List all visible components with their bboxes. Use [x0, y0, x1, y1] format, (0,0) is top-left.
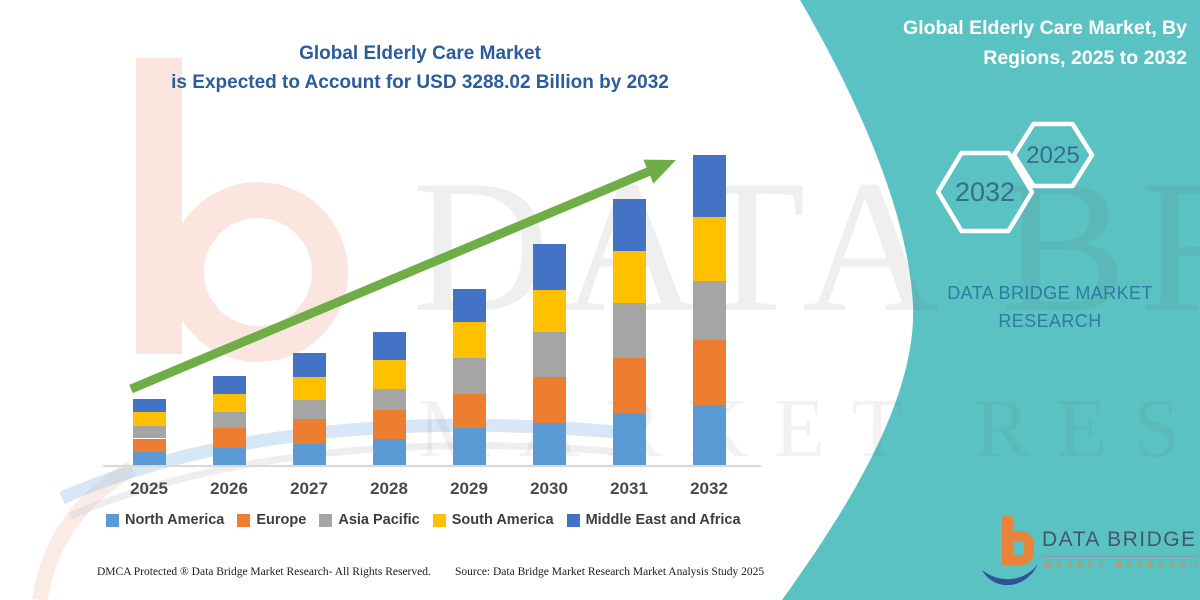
bar-segment-middle-east-and-africa [612, 198, 646, 251]
legend-label: South America [451, 512, 554, 528]
watermark-pink-arc [32, 461, 137, 600]
footer-copyright: DMCA Protected ® Data Bridge Market Rese… [97, 566, 431, 578]
bar-segment-middle-east-and-africa [452, 288, 486, 323]
watermark-b-bowl [168, 182, 348, 362]
bar-segment-asia-pacific [132, 426, 166, 439]
databridge-logo: DATA BRIDGE MARKET RESEARCH [980, 514, 1197, 589]
legend-item: North America [106, 512, 224, 528]
brand-text-line1: DATA BRIDGE MARKET [947, 283, 1153, 303]
bar-segment-middle-east-and-africa [692, 154, 726, 217]
bar-segment-middle-east-and-africa [532, 243, 566, 290]
panel-title: Global Elderly Care Market, By Regions, … [903, 17, 1187, 70]
bar-segment-south-america [532, 289, 566, 333]
bar-segment-south-america [292, 377, 326, 401]
bar-segment-middle-east-and-africa [292, 353, 326, 378]
bar-segment-middle-east-and-africa [132, 399, 166, 412]
bar-segment-middle-east-and-africa [212, 376, 246, 394]
logo-b-bowl [1002, 531, 1034, 565]
bar-segment-asia-pacific [212, 411, 246, 429]
bar-segment-europe [132, 438, 166, 452]
bar-segment-south-america [132, 412, 166, 427]
logo-text-marketresearch: MARKET RESEARCH [1044, 560, 1200, 570]
bar-segment-south-america [372, 359, 406, 389]
trend-arrow-head [643, 159, 676, 184]
x-axis-label: 2032 [690, 479, 728, 498]
bar-segment-asia-pacific [692, 280, 726, 341]
trend-arrow-shaft [129, 166, 652, 394]
x-axis-label: 2030 [530, 479, 568, 498]
main-title-line2: is Expected to Account for USD 3288.02 B… [171, 71, 669, 93]
bar-segment-europe [292, 419, 326, 445]
bar-segment-europe [612, 358, 646, 414]
legend-swatch [319, 513, 333, 527]
brand-text: DATA BRIDGE MARKET RESEARCH [915, 280, 1185, 336]
main-title-line1: Global Elderly Care Market [299, 43, 541, 64]
brand-text-line2: RESEARCH [998, 310, 1102, 331]
bar-segment-north-america [292, 444, 326, 465]
legend-swatch [237, 513, 251, 527]
bar-segment-north-america [612, 413, 646, 465]
legend-label: Middle East and Africa [585, 512, 741, 528]
bar-segment-asia-pacific [532, 332, 566, 377]
bar-segment-asia-pacific [292, 400, 326, 420]
x-axis-label: 2028 [370, 479, 408, 498]
hexagon-label-2025: 2025 [1026, 142, 1080, 169]
hexagon-2025 [1011, 121, 1095, 189]
bar-segment-europe [532, 376, 566, 424]
bar-segment-europe [212, 428, 246, 449]
x-axis-label: 2031 [610, 479, 648, 498]
bar-segment-europe [692, 340, 726, 406]
legend-label: Asia Pacific [338, 512, 420, 528]
databridge-logo-icon [982, 516, 1038, 586]
hexagon-label-2032: 2032 [954, 177, 1016, 207]
legend-swatch [106, 513, 119, 527]
legend-swatch [432, 513, 446, 527]
main-title: Global Elderly Care Market is Expected t… [85, 40, 755, 97]
bar-segment-north-america [692, 405, 726, 465]
x-axis-label: 2027 [290, 479, 328, 498]
logo-text-databridge: DATA BRIDGE [1042, 528, 1197, 557]
footer-source: Source: Data Bridge Market Research Mark… [455, 566, 765, 578]
x-axis-label: 2025 [130, 479, 168, 498]
x-axis-label: 2026 [210, 479, 248, 498]
legend-label: Europe [256, 512, 307, 528]
bar-segment-north-america [532, 423, 566, 465]
teal-panel-shape [782, 0, 1200, 600]
bar-segment-asia-pacific [612, 303, 646, 359]
legend-item: Asia Pacific [319, 512, 420, 528]
legend-item: Europe [237, 512, 306, 528]
bar-segment-south-america [612, 250, 646, 304]
legend-swatch [566, 513, 580, 527]
bar-segment-asia-pacific [452, 357, 486, 394]
bar-segment-south-america [212, 393, 246, 412]
bar-segment-asia-pacific [372, 388, 406, 411]
bar-segment-north-america [452, 428, 486, 465]
x-axis-line [103, 465, 761, 467]
legend-label: North America [125, 512, 225, 528]
hexagon-2032 [935, 150, 1035, 234]
bar-segment-europe [372, 410, 406, 440]
legend-item: Middle East and Africa [566, 512, 741, 528]
legend-item: South America [432, 512, 554, 528]
bar-segment-north-america [372, 439, 406, 465]
bar-segment-middle-east-and-africa [372, 332, 406, 360]
x-axis-label: 2029 [450, 479, 488, 498]
bar-segment-south-america [692, 216, 726, 281]
bar-segment-north-america [212, 448, 246, 465]
bar-segment-europe [452, 393, 486, 429]
chart-legend: North America Europe Asia Pacific South Ame… [106, 512, 741, 528]
bar-segment-south-america [452, 322, 486, 358]
logo-swoosh [982, 564, 1038, 586]
bar-segment-north-america [132, 451, 166, 465]
